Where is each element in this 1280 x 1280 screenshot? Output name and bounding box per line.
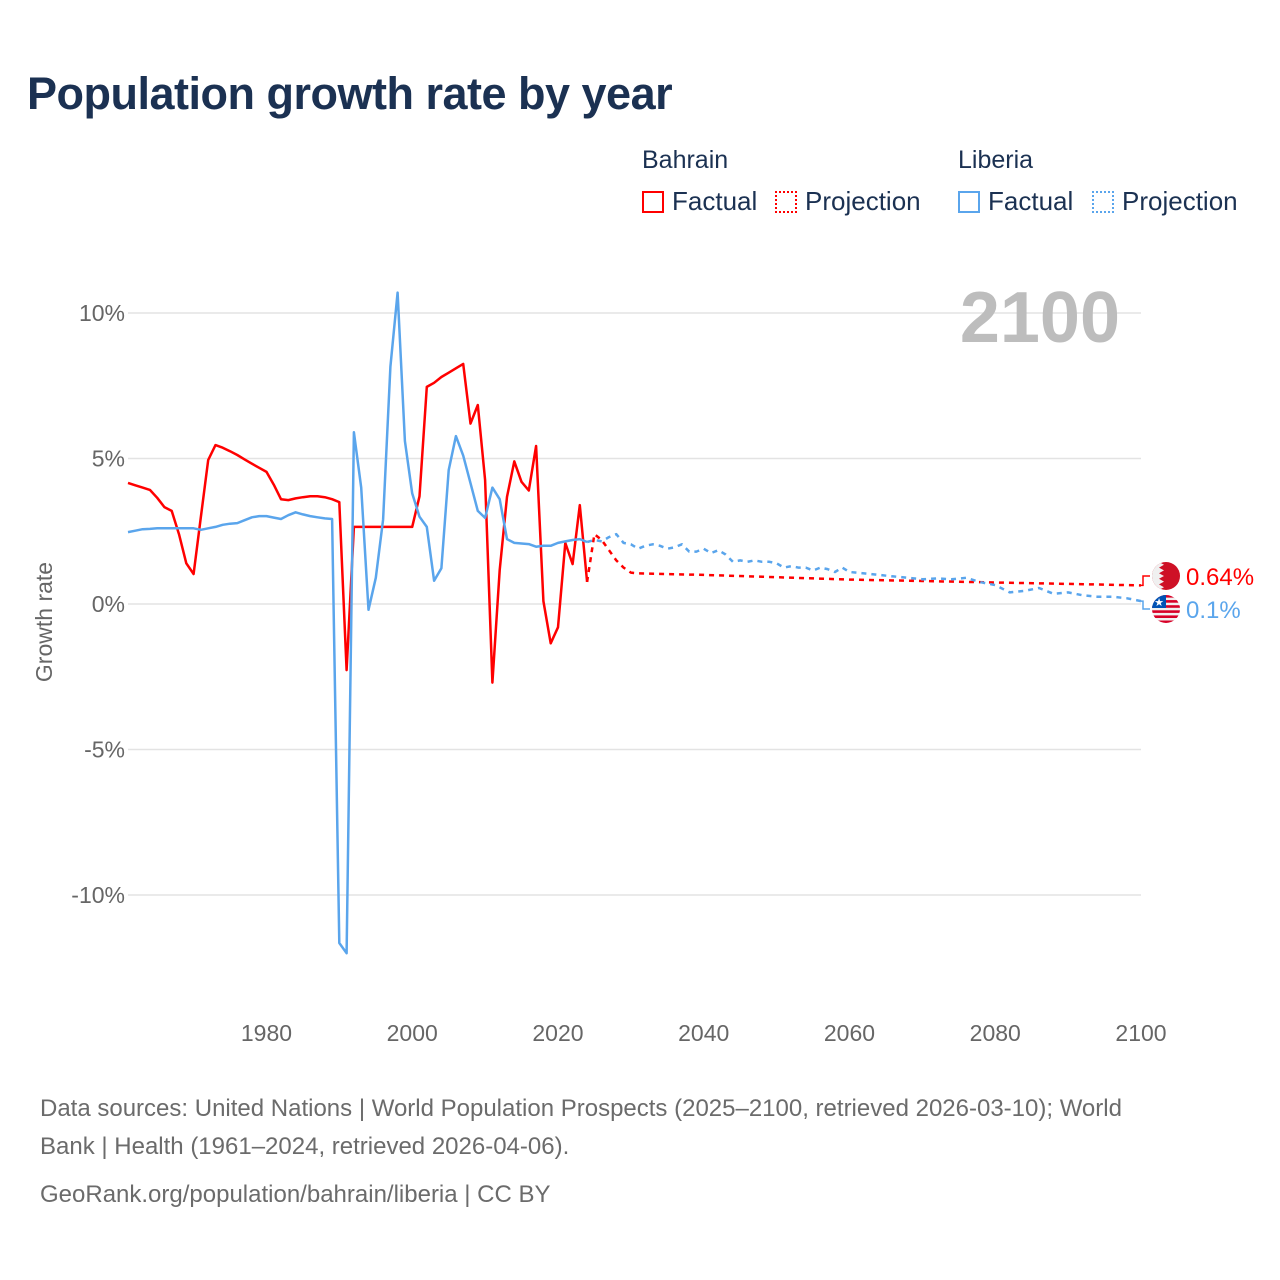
legend-group-bahrain: Bahrain	[642, 146, 729, 174]
current-year-display: 2100	[960, 278, 1120, 358]
legend-liberia-projection[interactable]: Projection	[1092, 186, 1238, 217]
series-line-bahrain-projection	[585, 532, 1142, 587]
legend-swatch-solid	[642, 190, 664, 213]
legend-swatch-dotted	[1092, 190, 1114, 213]
end-value-label: 0.1%	[1186, 597, 1241, 624]
leader-line	[1141, 575, 1150, 587]
legend-label: Projection	[1122, 186, 1238, 216]
bahrain-flag-icon	[1152, 562, 1180, 590]
flag-stripe	[1152, 615, 1180, 618]
x-tick-label: 2100	[1115, 1020, 1166, 1046]
series-line-bahrain-factual	[127, 362, 589, 684]
flag-body: ★	[1152, 595, 1180, 623]
legend-bahrain-factual[interactable]: Factual	[642, 186, 757, 217]
y-tick-label: -5%	[84, 737, 125, 763]
leader-line	[1141, 600, 1150, 610]
x-tick-label: 2060	[824, 1020, 875, 1046]
legend-swatch-dotted	[775, 190, 797, 213]
legend-bahrain-projection[interactable]: Projection	[775, 186, 921, 217]
x-tick-label: 2020	[532, 1020, 583, 1046]
y-tick-label: 5%	[92, 446, 125, 472]
flag-body	[1152, 562, 1180, 590]
series-line-liberia-projection	[586, 532, 1142, 603]
flag-stripe	[1152, 610, 1180, 613]
flag-white	[1152, 562, 1164, 590]
footer: Data sources: United Nations | World Pop…	[40, 1090, 1240, 1214]
chart-title: Population growth rate by year	[27, 68, 673, 119]
legend-group-liberia: Liberia	[958, 146, 1034, 174]
footer-credit-link[interactable]: GeoRank.org/population/bahrain/liberia |…	[40, 1181, 551, 1208]
end-value-label: 0.64%	[1186, 564, 1254, 591]
x-tick-label: 2000	[387, 1020, 438, 1046]
legend-label: Factual	[988, 186, 1074, 216]
x-tick-label: 1980	[241, 1020, 292, 1046]
flag-stripe	[1152, 620, 1180, 623]
series-line-liberia-factual	[127, 291, 588, 955]
x-tick-label: 2080	[970, 1020, 1021, 1046]
y-tick-label: 0%	[92, 591, 125, 617]
y-tick-label: -10%	[71, 882, 125, 908]
legend-swatch-solid	[958, 190, 980, 213]
x-tick-label: 2040	[678, 1020, 729, 1046]
y-tick-label: 10%	[79, 300, 125, 326]
legend-label: Factual	[672, 186, 758, 216]
y-axis-label: Growth rate	[31, 562, 57, 682]
legend-liberia-factual[interactable]: Factual	[958, 186, 1073, 217]
liberia-flag-icon: ★	[1152, 595, 1180, 623]
star-icon: ★	[1154, 597, 1164, 609]
footer-source-line1: Data sources: United Nations | World Pop…	[40, 1095, 1122, 1122]
footer-source-line2: Bank | Health (1961–2024, retrieved 2026…	[40, 1133, 570, 1160]
legend-label: Projection	[805, 186, 921, 216]
